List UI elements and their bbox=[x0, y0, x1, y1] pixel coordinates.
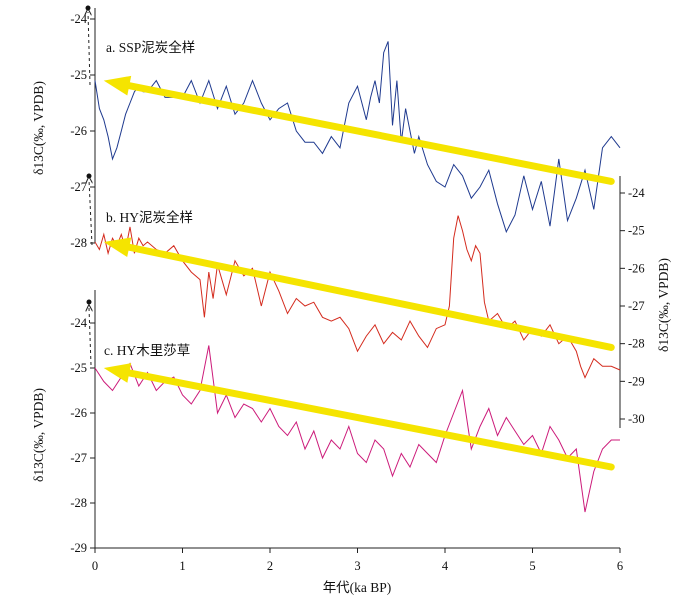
dashed-arrow-b bbox=[89, 180, 92, 246]
x-tick-label: 6 bbox=[617, 559, 623, 573]
y-tick-label-c: -26 bbox=[70, 406, 87, 420]
y-tick-label-b: -30 bbox=[628, 412, 645, 426]
dot-c bbox=[86, 299, 92, 305]
y-tick-label-c: -25 bbox=[70, 361, 87, 375]
y-tick-label-a: -24 bbox=[70, 12, 87, 26]
trend-arrows bbox=[103, 75, 615, 471]
dashed-arrow-c bbox=[89, 308, 91, 366]
x-tick-label: 3 bbox=[354, 559, 360, 573]
trend-arrow-c-head bbox=[103, 363, 132, 383]
trend-arrow-c bbox=[125, 369, 615, 471]
y-tick-label-b: -27 bbox=[628, 299, 645, 313]
x-tick-label: 0 bbox=[92, 559, 98, 573]
series-line-b bbox=[94, 215, 621, 379]
y-axis-label-a: δ13C(‰, VPDB) bbox=[31, 81, 46, 175]
y-tick-label-b: -24 bbox=[628, 186, 645, 200]
y-tick-label-c: -24 bbox=[70, 316, 87, 330]
y-tick-label-a: -27 bbox=[70, 180, 87, 194]
y-tick-label-b: -25 bbox=[628, 224, 645, 238]
panel-title-a: a. SSP泥炭全样 bbox=[106, 39, 195, 55]
y-tick-label-a: -26 bbox=[70, 124, 87, 138]
trend-arrow-a bbox=[125, 82, 615, 185]
series bbox=[94, 41, 621, 513]
y-tick-label-c: -29 bbox=[70, 541, 87, 555]
dashed-indicators bbox=[85, 5, 93, 366]
y-tick-label-a: -28 bbox=[70, 236, 87, 250]
y-tick-label-a: -25 bbox=[70, 68, 87, 82]
series-line-a bbox=[94, 41, 621, 234]
x-tick-label: 2 bbox=[267, 559, 273, 573]
y-tick-label-c: -27 bbox=[70, 451, 87, 465]
ticks: -24 -25 -26 -27 -28 -24 -25 -26 -27 -28 -29 -30 -24 -… bbox=[70, 12, 645, 573]
axes bbox=[94, 8, 621, 549]
panel-title-b: b. HY泥炭全样 bbox=[106, 209, 193, 225]
x-tick-label: 5 bbox=[529, 559, 535, 573]
panel-title-c: c. HY木里莎草 bbox=[104, 343, 190, 358]
trend-arrow-a-head bbox=[103, 75, 132, 96]
y-tick-label-c: -28 bbox=[70, 496, 87, 510]
dot-a bbox=[85, 5, 91, 11]
trend-arrow-b-head bbox=[103, 237, 132, 258]
x-tick-label: 4 bbox=[442, 559, 449, 573]
y-axis-label-c: δ13C(‰, VPDB) bbox=[31, 388, 46, 482]
dot-b bbox=[86, 173, 92, 179]
y-tick-label-b: -29 bbox=[628, 374, 645, 388]
series-line-c bbox=[94, 345, 620, 513]
y-tick-label-b: -28 bbox=[628, 337, 645, 351]
dashed-arrow-a bbox=[88, 12, 90, 86]
y-axis-label-b: δ13C(‰, VPDB) bbox=[656, 258, 671, 352]
x-tick-label: 1 bbox=[179, 559, 185, 573]
y-tick-label-b: -26 bbox=[628, 261, 645, 275]
x-axis-label: 年代(ka BP) bbox=[323, 580, 392, 595]
trend-arrow-b bbox=[125, 243, 615, 351]
